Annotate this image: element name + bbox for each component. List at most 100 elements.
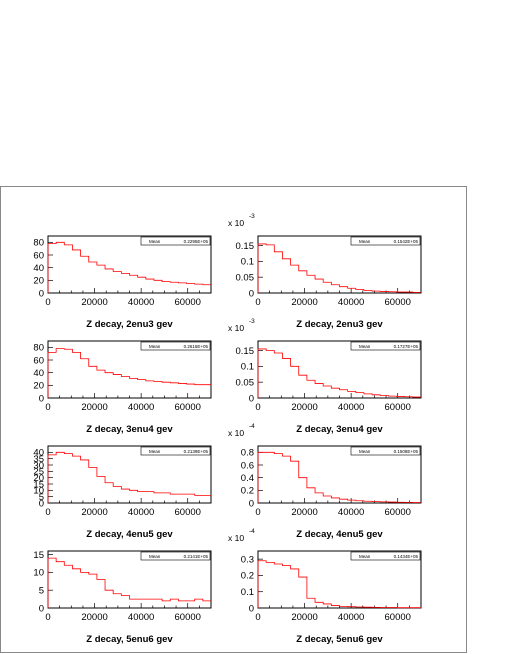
y-tick-label: 30 bbox=[33, 460, 44, 471]
stat-box bbox=[140, 341, 211, 351]
stat-value: 0.2139E+05 bbox=[184, 449, 209, 454]
stat-label: Mean bbox=[149, 344, 161, 349]
histogram-panel-7: 0 5 10 15 0 20000 40000 60000 Mean 0.2141E+05 Z de… bbox=[33, 550, 212, 645]
y-tick-label: 0.8 bbox=[241, 448, 254, 459]
x-axis-title: Z decay, 2enu3 gev bbox=[296, 319, 383, 330]
figure-frame: 0 20 40 60 80 0 20000 40000 60000 Mean 0.2295E+05 Z… bbox=[0, 186, 467, 653]
x-axis-title: Z decay, 3enu4 gev bbox=[86, 424, 173, 435]
y-tick-label: 5 bbox=[39, 585, 44, 596]
stat-label: Mean bbox=[149, 554, 161, 559]
x-tick-label: 0 bbox=[255, 612, 260, 623]
x-tick-label: 60000 bbox=[175, 612, 201, 623]
y-scale-exponent: -4 bbox=[249, 423, 255, 430]
histogram-series bbox=[47, 348, 211, 398]
y-tick-label: 0.05 bbox=[236, 377, 255, 388]
y-tick-label: 40 bbox=[33, 368, 44, 379]
stat-label: Mean bbox=[359, 239, 371, 244]
y-tick-label: 0.1 bbox=[241, 587, 254, 598]
x-tick-label: 60000 bbox=[175, 402, 201, 413]
y-tick-label: 20 bbox=[33, 276, 44, 287]
x-tick-label: 0 bbox=[255, 507, 260, 518]
y-tick-label: 0.2 bbox=[241, 571, 254, 582]
stat-value: 0.2141E+05 bbox=[184, 554, 209, 559]
y-tick-label: 80 bbox=[33, 238, 44, 249]
y-tick-label: 20 bbox=[33, 381, 44, 392]
y-tick-label: 0 bbox=[249, 603, 254, 614]
histogram-series bbox=[47, 557, 211, 608]
x-tick-label: 20000 bbox=[81, 612, 107, 623]
histogram-series bbox=[257, 348, 421, 398]
x-tick-label: 60000 bbox=[175, 507, 201, 518]
x-tick-label: 60000 bbox=[175, 297, 201, 308]
x-tick-label: 60000 bbox=[385, 507, 411, 518]
x-tick-label: 0 bbox=[255, 297, 260, 308]
stat-value: 0.1542E+05 bbox=[394, 239, 419, 244]
x-tick-label: 40000 bbox=[338, 612, 364, 623]
y-tick-label: 25 bbox=[33, 467, 44, 478]
stat-box bbox=[140, 551, 211, 561]
y-tick-label: 0.1 bbox=[241, 362, 254, 373]
stat-box bbox=[350, 551, 421, 561]
y-tick-label: 0 bbox=[39, 498, 44, 509]
y-tick-label: 60 bbox=[33, 355, 44, 366]
stat-value: 0.2295E+05 bbox=[184, 239, 209, 244]
y-scale-factor: x 10 bbox=[228, 428, 244, 438]
histogram-series bbox=[257, 451, 421, 503]
stat-value: 0.2616E+05 bbox=[184, 344, 209, 349]
stat-box bbox=[350, 446, 421, 456]
x-tick-label: 40000 bbox=[338, 402, 364, 413]
y-tick-label: 5 bbox=[39, 492, 44, 503]
y-tick-label: 0.15 bbox=[236, 346, 255, 357]
y-scale-exponent: -4 bbox=[249, 528, 255, 535]
y-tick-label: 0.4 bbox=[241, 473, 254, 484]
y-scale-factor: x 10 bbox=[228, 533, 244, 543]
stat-label: Mean bbox=[149, 239, 161, 244]
y-tick-label: 0.1 bbox=[241, 257, 254, 268]
y-scale-exponent: -3 bbox=[249, 318, 255, 325]
stat-box bbox=[140, 446, 211, 456]
x-tick-label: 20000 bbox=[291, 297, 317, 308]
x-axis-title: Z decay, 5enu6 gev bbox=[86, 634, 173, 645]
y-scale-factor: x 10 bbox=[228, 323, 244, 333]
stat-value: 0.1434E+05 bbox=[394, 554, 419, 559]
x-tick-label: 40000 bbox=[338, 507, 364, 518]
y-tick-label: 0 bbox=[39, 288, 44, 299]
x-tick-label: 20000 bbox=[81, 402, 107, 413]
x-tick-label: 60000 bbox=[385, 297, 411, 308]
stat-value: 0.1727E+05 bbox=[394, 344, 419, 349]
x-tick-label: 60000 bbox=[385, 612, 411, 623]
x-tick-label: 40000 bbox=[128, 297, 154, 308]
x-tick-label: 0 bbox=[45, 297, 50, 308]
x-tick-label: 20000 bbox=[291, 612, 317, 623]
stat-label: Mean bbox=[149, 449, 161, 454]
x-tick-label: 40000 bbox=[128, 402, 154, 413]
x-axis-title: Z decay, 4enu5 gev bbox=[86, 529, 173, 540]
y-tick-label: 15 bbox=[33, 479, 44, 490]
y-tick-label: 0 bbox=[249, 288, 254, 299]
x-tick-label: 20000 bbox=[291, 402, 317, 413]
x-tick-label: 20000 bbox=[81, 507, 107, 518]
x-tick-label: 0 bbox=[45, 507, 50, 518]
y-tick-label: 0 bbox=[249, 498, 254, 509]
y-scale-factor: x 10 bbox=[228, 218, 244, 228]
y-tick-label: 10 bbox=[33, 486, 44, 497]
x-tick-label: 40000 bbox=[128, 507, 154, 518]
histogram-panel-6: 00.2 0.4 0.60.8 0 20000 40000 60000 Mean 0.1508E… bbox=[228, 423, 422, 540]
y-tick-label: 0.05 bbox=[236, 272, 255, 283]
stat-label: Mean bbox=[359, 554, 371, 559]
x-tick-label: 60000 bbox=[385, 402, 411, 413]
x-axis-title: Z decay, 5enu6 gev bbox=[296, 634, 383, 645]
stat-value: 0.1508E+05 bbox=[394, 449, 419, 454]
x-axis-title: Z decay, 2enu3 gev bbox=[86, 319, 173, 330]
y-tick-label: 40 bbox=[33, 448, 44, 459]
x-tick-label: 0 bbox=[255, 402, 260, 413]
histogram-panel-4: 0 0.05 0.1 0.15 0 20000 40000 60000 Mean 0.1727E+… bbox=[228, 318, 422, 435]
y-tick-label: 15 bbox=[33, 550, 44, 561]
histogram-panel-8: 0 0.1 0.2 0.3 0 20000 40000 60000 Mean 0.1434E+05… bbox=[228, 528, 422, 645]
x-axis-title: Z decay, 3enu4 gev bbox=[296, 424, 383, 435]
y-scale-exponent: -3 bbox=[249, 213, 255, 220]
